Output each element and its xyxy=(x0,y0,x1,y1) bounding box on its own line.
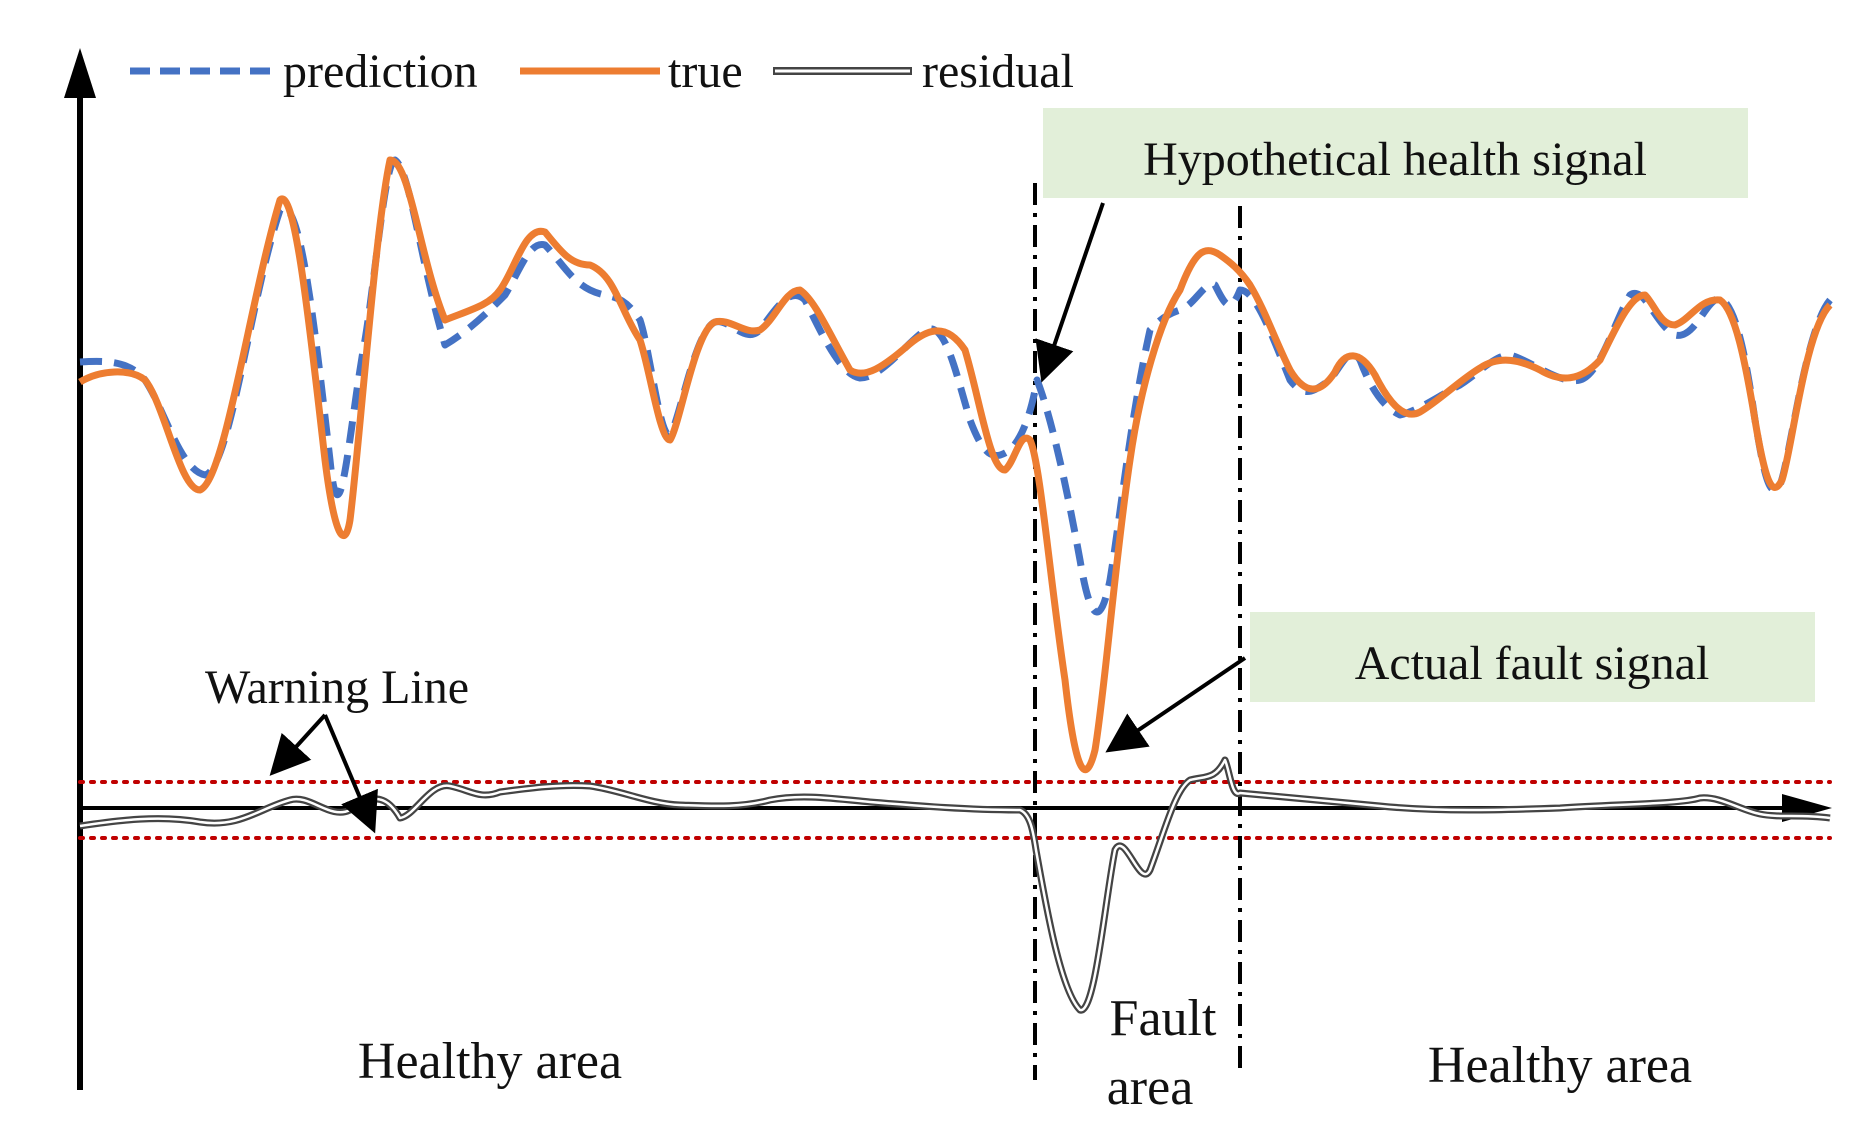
healthy-area-left-label: Healthy area xyxy=(358,1033,622,1090)
actual-callout-arrow xyxy=(1105,656,1247,753)
true-series xyxy=(78,156,1833,774)
hypothetical-callout: Hypothetical health signal xyxy=(1035,108,1748,383)
actual-callout: Actual fault signal xyxy=(1105,612,1815,753)
legend-residual-label: residual xyxy=(922,45,1074,98)
warning-line-label: Warning Line xyxy=(205,661,469,714)
actual-callout-label: Actual fault signal xyxy=(1355,637,1710,690)
legend: prediction true residual xyxy=(130,45,1074,98)
legend-true-label: true xyxy=(668,45,743,98)
area-labels: Healthy area Fault area Healthy area xyxy=(358,990,1692,1116)
warning-annotation: Warning Line xyxy=(205,661,469,834)
residual-line-outer xyxy=(79,756,1831,1014)
hypothetical-callout-box xyxy=(1043,108,1748,198)
fault-boundaries xyxy=(1033,183,1242,1080)
hypothetical-callout-label: Hypothetical health signal xyxy=(1143,133,1647,186)
warning-arrow-lower xyxy=(323,714,378,834)
prediction-series xyxy=(79,156,1833,616)
warning-arrow-upper xyxy=(269,713,327,776)
fault-area-label-line2: area xyxy=(1107,1059,1194,1116)
legend-prediction-label: prediction xyxy=(283,45,478,98)
axes xyxy=(64,48,1832,1090)
actual-callout-box xyxy=(1250,612,1815,702)
healthy-area-right-label: Healthy area xyxy=(1428,1037,1692,1094)
hypothetical-callout-arrow xyxy=(1035,202,1105,383)
y-axis-arrow-icon xyxy=(64,48,96,98)
residual-line-inner xyxy=(79,758,1831,1012)
residual-series xyxy=(79,756,1831,1014)
fault-area-label-line1: Fault xyxy=(1110,990,1217,1047)
